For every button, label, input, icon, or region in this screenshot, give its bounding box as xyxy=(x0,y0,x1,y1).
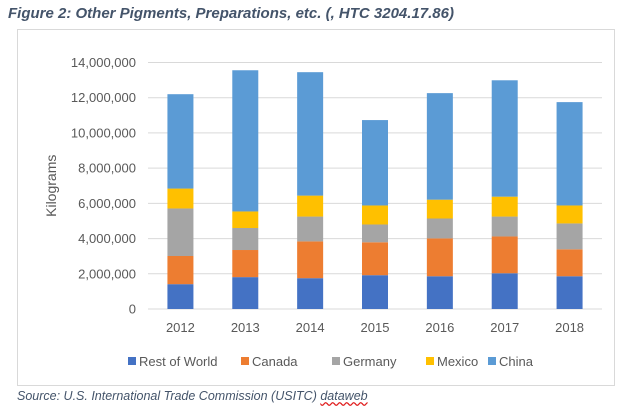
legend-label: Mexico xyxy=(437,354,478,369)
legend-label: Canada xyxy=(252,354,298,369)
bar-segment-canada xyxy=(362,242,388,276)
bar-segment-mexico xyxy=(491,196,518,217)
bar-segment-mexico xyxy=(232,211,259,229)
y-tick-label: 6,000,000 xyxy=(78,196,136,211)
bar-segment-canada xyxy=(297,241,324,279)
x-tick-label: 2016 xyxy=(425,320,454,335)
bar-segment-canada xyxy=(556,249,583,277)
bar-segment-china xyxy=(426,93,453,200)
bar-segment-rest-of-world xyxy=(426,276,453,309)
bar-segment-china xyxy=(491,80,518,197)
bar-segment-germany xyxy=(167,208,194,257)
y-tick-label: 8,000,000 xyxy=(78,161,136,176)
bar-segment-mexico xyxy=(426,199,453,219)
legend-label: China xyxy=(499,354,534,369)
legend-swatch xyxy=(128,357,136,365)
legend-swatch xyxy=(488,357,496,365)
bar-segment-germany xyxy=(556,223,583,250)
bar-segment-canada xyxy=(167,256,194,285)
x-tick-label: 2013 xyxy=(231,320,260,335)
x-tick-label: 2012 xyxy=(166,320,195,335)
bar-segment-canada xyxy=(426,238,453,277)
source-text: Source: U.S. International Trade Commiss… xyxy=(17,389,321,403)
y-tick-label: 4,000,000 xyxy=(78,231,136,246)
bar-segment-china xyxy=(556,102,583,206)
bar-segment-mexico xyxy=(362,205,388,225)
bar-segment-mexico xyxy=(297,195,324,217)
bar-segment-china xyxy=(297,72,324,196)
y-tick-label: 12,000,000 xyxy=(71,90,136,105)
bar-segment-germany xyxy=(491,216,518,237)
bar-segment-rest-of-world xyxy=(362,275,388,309)
bar-segment-china xyxy=(362,120,388,206)
bar-segment-china xyxy=(232,70,259,212)
bar-segment-rest-of-world xyxy=(297,278,324,309)
x-tick-label: 2015 xyxy=(361,320,390,335)
bar-segment-rest-of-world xyxy=(491,273,518,309)
legend-swatch xyxy=(426,357,434,365)
legend-label: Rest of World xyxy=(139,354,218,369)
x-tick-label: 2018 xyxy=(555,320,584,335)
bar-segment-rest-of-world xyxy=(232,277,259,309)
bar-segment-germany xyxy=(232,228,259,251)
bar-segment-canada xyxy=(232,250,259,278)
bar-segment-germany xyxy=(297,216,324,242)
bar-segment-rest-of-world xyxy=(556,276,583,309)
chart-frame xyxy=(17,29,615,386)
bar-segment-canada xyxy=(491,236,518,274)
bar-segment-rest-of-world xyxy=(167,284,194,309)
y-tick-label: 10,000,000 xyxy=(71,125,136,140)
bar-segment-germany xyxy=(426,218,453,239)
source-note: Source: U.S. International Trade Commiss… xyxy=(17,389,368,403)
legend-swatch xyxy=(241,357,249,365)
y-tick-label: 0 xyxy=(129,302,136,317)
legend-swatch xyxy=(332,357,340,365)
legend-label: Germany xyxy=(343,354,397,369)
y-axis-label: Kilograms xyxy=(43,155,59,217)
x-tick-label: 2017 xyxy=(490,320,519,335)
figure-title: Figure 2: Other Pigments, Preparations, … xyxy=(8,5,454,22)
bar-segment-mexico xyxy=(556,205,583,224)
bar-segment-china xyxy=(167,94,194,189)
source-link: dataweb xyxy=(320,389,368,403)
x-tick-label: 2014 xyxy=(296,320,325,335)
y-tick-label: 2,000,000 xyxy=(78,266,136,281)
bar-segment-germany xyxy=(362,224,388,243)
y-tick-label: 14,000,000 xyxy=(71,55,136,70)
bar-segment-mexico xyxy=(167,188,194,209)
